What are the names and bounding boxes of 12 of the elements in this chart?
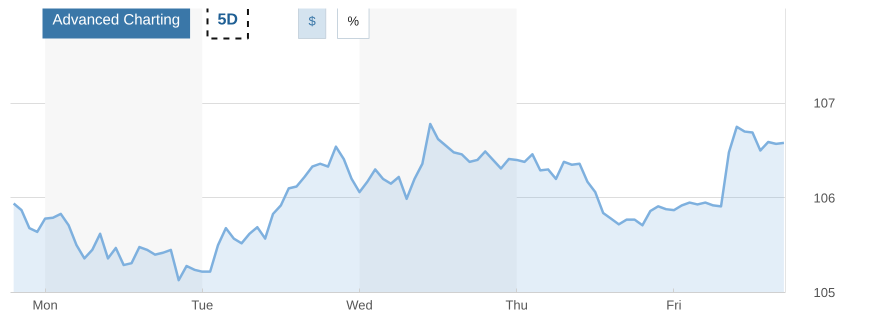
- x-tick-label: Wed: [346, 298, 373, 312]
- x-tick-label: Fri: [666, 298, 682, 312]
- x-tick-label: Thu: [505, 298, 528, 312]
- annotation: $: [308, 14, 316, 28]
- y-tick-label: 106: [814, 190, 836, 206]
- y-tick-label: 105: [814, 285, 836, 300]
- annotation: %: [348, 14, 360, 28]
- y-tick-label: 107: [814, 96, 836, 111]
- annotation: Advanced Charting: [52, 12, 180, 28]
- x-tick-label: Tue: [191, 298, 214, 312]
- x-tick-label: Mon: [32, 298, 58, 312]
- annotation: 5D: [218, 12, 238, 28]
